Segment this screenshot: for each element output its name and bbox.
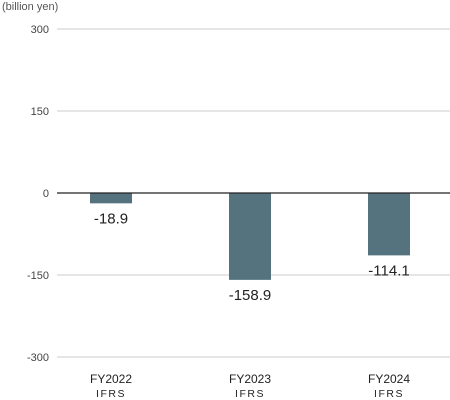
x-tick-sublabel: IFRS bbox=[374, 388, 404, 400]
x-tick-sublabel: IFRS bbox=[235, 388, 265, 400]
y-axis-unit-label: (billion yen) bbox=[2, 1, 59, 13]
y-tick-label: 150 bbox=[31, 106, 49, 118]
x-tick-sublabel: IFRS bbox=[96, 388, 126, 400]
x-tick-label: FY2022 bbox=[90, 372, 132, 386]
x-tick-label: FY2024 bbox=[368, 372, 410, 386]
y-tick-label: 300 bbox=[31, 24, 49, 36]
y-tick-label: -150 bbox=[27, 270, 49, 282]
data-label: -158.9 bbox=[229, 287, 272, 304]
bar bbox=[229, 193, 271, 280]
y-tick-label: -300 bbox=[27, 352, 49, 364]
data-label: -114.1 bbox=[368, 262, 409, 279]
x-tick-label: FY2023 bbox=[229, 372, 271, 386]
y-tick-label: 0 bbox=[43, 188, 49, 200]
bar bbox=[368, 193, 410, 256]
bar bbox=[90, 193, 132, 204]
data-label: -18.9 bbox=[94, 210, 128, 227]
